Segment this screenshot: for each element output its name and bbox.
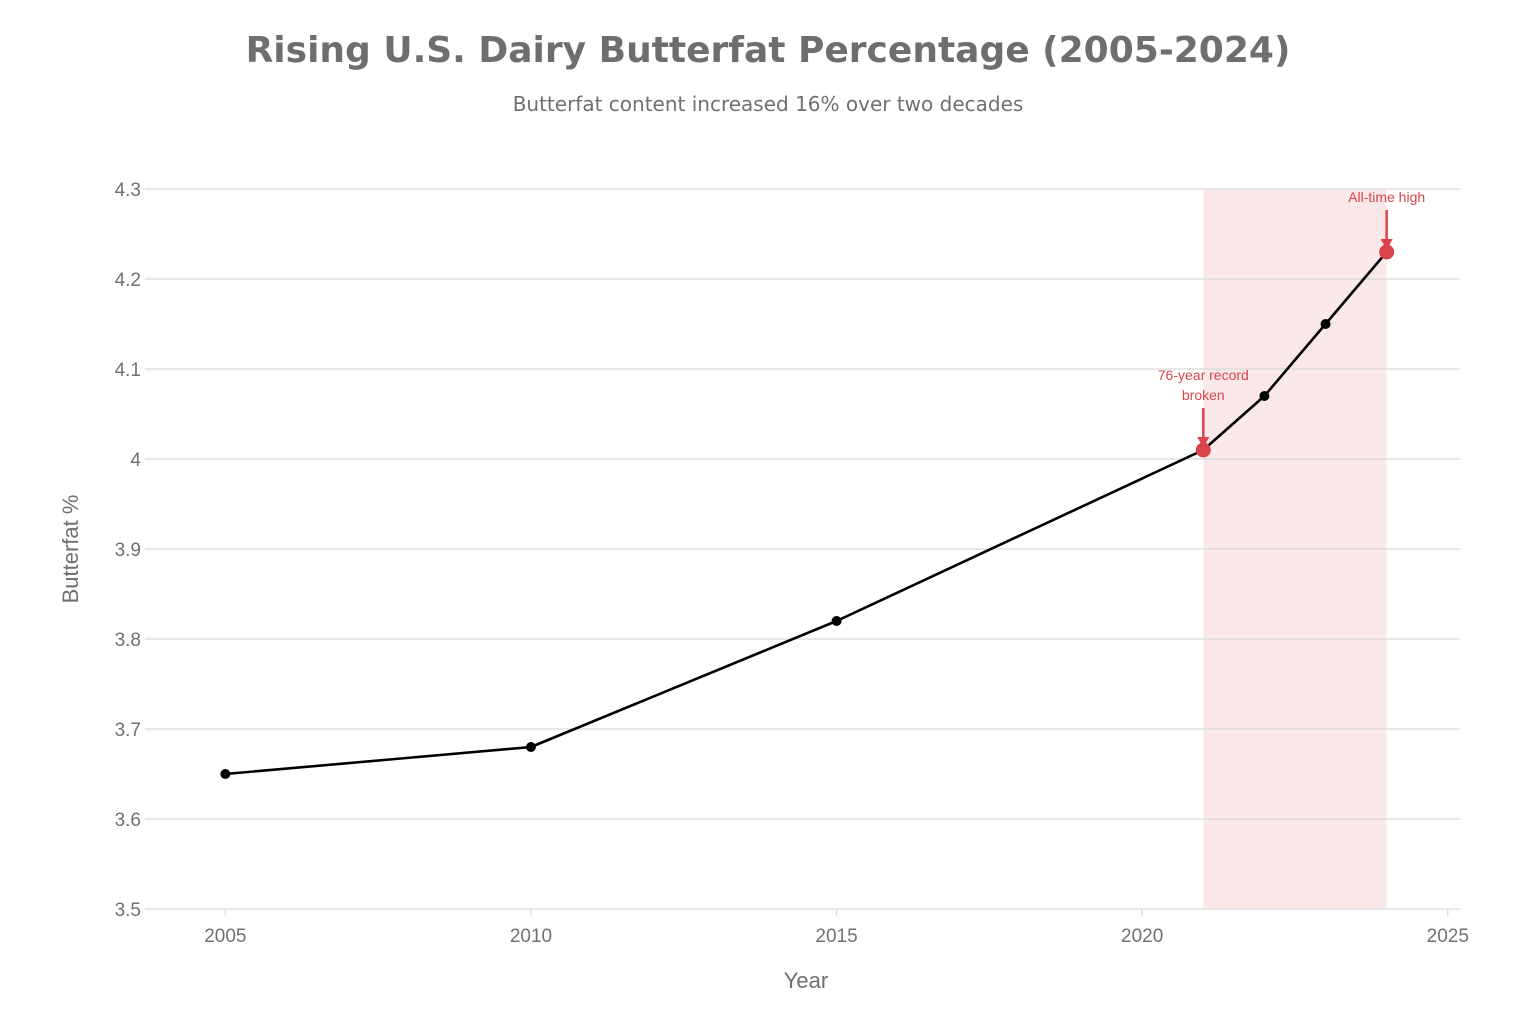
highlight-point xyxy=(1379,244,1395,260)
y-tick-label: 4.2 xyxy=(115,270,141,291)
annotation-label: 76-year record xyxy=(1158,367,1249,383)
x-tick-label: 2025 xyxy=(1427,926,1469,947)
y-axis-title: Butterfat % xyxy=(58,495,83,604)
x-axis-title: Year xyxy=(784,968,828,993)
y-tick-label: 3.6 xyxy=(115,810,141,831)
highlight-point xyxy=(1195,442,1211,458)
x-tick-label: 2010 xyxy=(510,926,552,947)
data-point xyxy=(1320,319,1331,329)
grid-layer xyxy=(152,188,1460,910)
y-axis: 3.5 3.6 3.7 3.8 3.9 4 4.1 4.2 4.3 xyxy=(115,180,152,921)
x-axis: 2005 2010 2015 2020 2025 xyxy=(204,909,1469,947)
data-point xyxy=(525,742,536,752)
y-tick-label: 4.1 xyxy=(115,360,141,381)
annotation-label: broken xyxy=(1182,387,1225,403)
y-tick-label: 4 xyxy=(130,450,141,471)
data-point xyxy=(1259,391,1270,401)
y-tick-label: 4.3 xyxy=(115,180,141,201)
y-tick-label: 3.8 xyxy=(115,630,141,651)
y-tick-label: 3.7 xyxy=(115,720,141,741)
y-tick-label: 3.5 xyxy=(115,900,141,921)
data-point xyxy=(831,616,842,626)
annotation-layer: 76-year record broken All-time high xyxy=(1158,189,1425,458)
annotation-label: All-time high xyxy=(1348,189,1425,205)
x-tick-label: 2020 xyxy=(1121,926,1163,947)
x-tick-label: 2005 xyxy=(204,926,246,947)
x-tick-label: 2015 xyxy=(815,926,857,947)
chart-title: Rising U.S. Dairy Butterfat Percentage (… xyxy=(245,30,1291,71)
y-tick-label: 3.9 xyxy=(115,540,141,561)
data-point xyxy=(220,769,231,779)
chart-subtitle: Butterfat content increased 16% over two… xyxy=(512,92,1024,116)
